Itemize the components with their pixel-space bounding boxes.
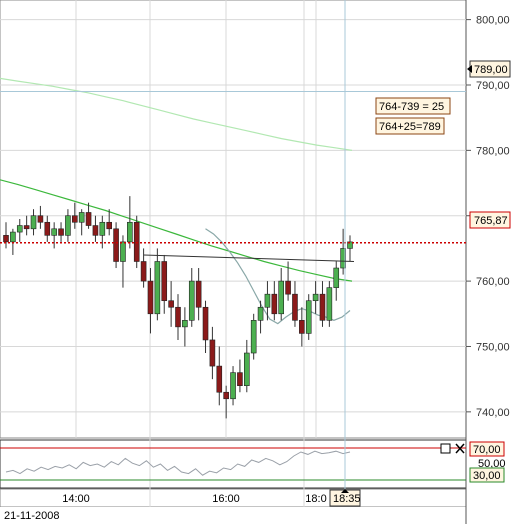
candle-body [182, 320, 188, 328]
svg-text:18:35: 18:35 [333, 493, 361, 505]
candle-body [58, 228, 64, 236]
candle-body [230, 372, 236, 400]
candle-body [168, 300, 174, 308]
moving-average-line [205, 228, 351, 325]
indicator-level-50: 50,00 [478, 458, 506, 470]
candle-body [175, 306, 181, 328]
candle-body [216, 365, 223, 393]
crosshair-price-text: 789,00 [474, 64, 508, 76]
candle-body [250, 320, 257, 354]
trendline [143, 254, 355, 262]
candle-body [278, 280, 285, 315]
candle-body [78, 212, 85, 223]
candle-body [30, 215, 37, 230]
candle-body [285, 280, 291, 295]
candle-body [133, 221, 140, 262]
svg-text:30,00: 30,00 [473, 470, 501, 482]
indicator-level-70: 70,00 [469, 441, 505, 457]
indicator-line [5, 450, 351, 476]
last-price-text: 765,87 [474, 215, 508, 227]
overlays [0, 0, 466, 489]
indicator [0, 440, 466, 488]
candle-body [195, 280, 202, 308]
price-tick-label: 800,00 [476, 15, 510, 27]
price-tick-label: 790,00 [476, 80, 510, 92]
annotation-range-text: 764-739 = 25 [379, 101, 444, 113]
candle-body [120, 241, 126, 262]
candle-body [23, 225, 30, 230]
candle-body [113, 228, 119, 262]
moving-averages [0, 77, 353, 325]
time-tick-label: 14:00 [62, 493, 90, 505]
last-price-label: 765,87 [469, 211, 511, 229]
candle-body [3, 235, 9, 243]
candle-body [347, 241, 353, 249]
price-tick-label: 780,00 [476, 145, 510, 157]
candle-body [244, 352, 250, 387]
candle-body [147, 280, 154, 315]
candle-body [140, 261, 147, 282]
indicator-panel [0, 439, 467, 489]
price-panel [0, 0, 467, 439]
time-tick-label: 18:0 [305, 493, 326, 505]
candle-body [44, 221, 51, 236]
candle-body [106, 221, 112, 230]
close-icon[interactable] [455, 443, 465, 454]
candle-body [299, 320, 305, 334]
candle-body [223, 391, 229, 400]
price-tick-label: 740,00 [476, 407, 510, 419]
maximize-icon[interactable] [440, 443, 451, 454]
candle-body [292, 293, 298, 321]
crosshair-time-label: 18:35 [329, 489, 361, 507]
time-tick-label: 16:00 [212, 493, 240, 505]
svg-text:70,00: 70,00 [473, 444, 501, 456]
candle-body [237, 372, 243, 387]
date-label: 21-11-2008 [4, 510, 59, 522]
candle-body [202, 306, 209, 341]
indicator-level-30: 30,00 [469, 467, 505, 483]
candle-body [312, 293, 319, 302]
crosshair-price-label: 789,00 [467, 60, 511, 78]
candle-body [271, 293, 278, 315]
candle-body [188, 280, 195, 321]
grid [0, 0, 466, 507]
candle-body [16, 225, 23, 233]
candle-body [319, 293, 326, 321]
time-axis: 14:00 16:00 18:0 [62, 493, 326, 505]
moving-average-line [0, 77, 353, 151]
candle-body [72, 215, 78, 223]
candle-body [257, 306, 264, 321]
candle-body [92, 225, 99, 236]
annotation-range[interactable]: 764-739 = 25 [375, 97, 451, 115]
candle-body [340, 248, 346, 269]
candle-body [326, 287, 333, 321]
candle-body [161, 261, 168, 302]
candle-body [209, 339, 216, 367]
candle-body [51, 228, 57, 236]
candle-body [85, 212, 92, 226]
price-tick-label: 750,00 [476, 341, 510, 353]
candle-body [99, 221, 106, 236]
moving-average-line [0, 179, 353, 282]
annotation-target[interactable]: 764+25=789 [375, 117, 445, 135]
candle-body [305, 300, 312, 334]
candle-body [154, 261, 161, 315]
annotation-target-text: 764+25=789 [379, 121, 441, 133]
candle-body [127, 221, 133, 243]
candle-body [264, 293, 271, 308]
candles [3, 196, 353, 419]
candle-body [333, 267, 340, 288]
price-tick-label: 760,00 [476, 276, 510, 288]
status-bar [0, 507, 518, 524]
candle-body [65, 215, 71, 236]
candle-body [10, 231, 16, 243]
candle-body [37, 215, 44, 223]
